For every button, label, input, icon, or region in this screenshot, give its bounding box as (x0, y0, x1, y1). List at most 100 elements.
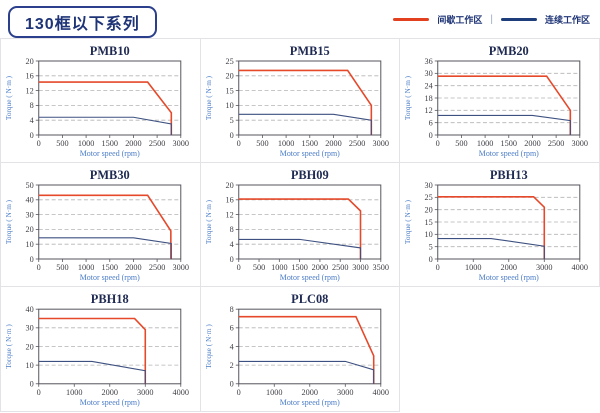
series-title: 130框以下系列 (25, 16, 140, 33)
svg-text:PLC08: PLC08 (291, 292, 328, 306)
svg-text:Motor speed (rpm): Motor speed (rpm) (279, 398, 339, 407)
svg-text:PMB20: PMB20 (489, 44, 529, 58)
chart-cell-pmb20: PMB20 Torque ( N·m ) 0 6 12 18 24 30 36 0 500 1000 1… (400, 39, 600, 163)
svg-text:30: 30 (26, 210, 34, 219)
svg-text:1500: 1500 (501, 139, 517, 148)
svg-text:Torque ( N·m ): Torque ( N·m ) (404, 75, 412, 120)
svg-text:2000: 2000 (102, 388, 118, 397)
svg-text:2000: 2000 (525, 139, 541, 148)
svg-text:36: 36 (425, 57, 433, 66)
svg-text:5: 5 (429, 242, 433, 251)
svg-text:20: 20 (225, 72, 233, 81)
svg-text:500: 500 (56, 263, 68, 272)
legend-label-continuous: 连续工作区 (544, 15, 590, 25)
svg-text:20: 20 (425, 205, 433, 214)
svg-text:0: 0 (37, 139, 41, 148)
svg-text:4000: 4000 (372, 388, 388, 397)
svg-text:30: 30 (26, 324, 34, 333)
svg-text:12: 12 (425, 106, 433, 115)
svg-text:2500: 2500 (349, 139, 365, 148)
svg-text:0: 0 (30, 380, 34, 389)
legend-continuous-line-icon (500, 18, 537, 21)
svg-text:2000: 2000 (301, 388, 317, 397)
svg-text:5: 5 (229, 116, 233, 125)
svg-text:1000: 1000 (266, 388, 282, 397)
svg-text:1000: 1000 (278, 139, 294, 148)
svg-text:Torque ( N·m ): Torque ( N·m ) (5, 75, 13, 120)
svg-text:2000: 2000 (125, 139, 141, 148)
chart-cell-pbh18: PBH18 Torque ( N·m ) 0 10 20 30 40 0 1000 2000 300… (1, 287, 201, 412)
svg-text:Torque ( N·m ): Torque ( N·m ) (5, 199, 13, 244)
svg-text:40: 40 (26, 196, 34, 205)
svg-text:24: 24 (425, 81, 433, 90)
svg-text:0: 0 (429, 131, 433, 140)
chart-pbh09: PBH09 Torque ( N·m ) 0 4 8 12 16 20 0 500 1000 1500… (205, 168, 389, 282)
svg-text:0: 0 (436, 263, 440, 272)
chart-cell-pmb30: PMB30 Torque ( N·m ) 0 10 20 30 40 50 0 500 1000 15… (1, 163, 201, 287)
svg-text:Torque ( N·m ): Torque ( N·m ) (205, 199, 213, 244)
svg-text:2000: 2000 (501, 263, 517, 272)
chart-cell-pbh09: PBH09 Torque ( N·m ) 0 4 8 12 16 20 0 500 1000 1500… (200, 163, 401, 287)
svg-text:1000: 1000 (271, 263, 287, 272)
svg-text:1000: 1000 (78, 263, 94, 272)
svg-text:16: 16 (225, 196, 233, 205)
svg-text:4: 4 (30, 116, 34, 125)
svg-text:10: 10 (425, 230, 433, 239)
svg-text:PMB10: PMB10 (90, 44, 130, 58)
svg-text:0: 0 (37, 263, 41, 272)
svg-text:Motor speed (rpm): Motor speed (rpm) (479, 149, 539, 158)
chart-pmb10: PMB10 Torque ( N·m ) 0 4 8 12 16 20 0 500 1000 1500… (5, 44, 189, 158)
svg-text:15: 15 (225, 86, 233, 95)
svg-text:500: 500 (56, 139, 68, 148)
empty-cell (400, 287, 600, 412)
svg-text:0: 0 (236, 388, 240, 397)
legend-label-intermittent: 间歇工作区 (437, 15, 483, 25)
svg-text:3000: 3000 (536, 263, 552, 272)
svg-text:2500: 2500 (332, 263, 348, 272)
svg-text:3000: 3000 (372, 139, 388, 148)
svg-text:8: 8 (229, 305, 233, 314)
svg-text:Torque ( N·m ): Torque ( N·m ) (205, 75, 213, 120)
chart-pbh18: PBH18 Torque ( N·m ) 0 10 20 30 40 0 1000 2000 300… (4, 292, 189, 407)
svg-text:50: 50 (26, 181, 34, 190)
svg-text:4: 4 (229, 342, 234, 351)
chart-cell-pmb15: PMB15 Torque ( N·m ) 0 5 10 15 20 25 0 500 1000 150… (200, 39, 401, 163)
svg-text:4000: 4000 (173, 388, 189, 397)
svg-text:15: 15 (425, 218, 433, 227)
svg-text:0: 0 (429, 255, 433, 264)
svg-text:20: 20 (26, 225, 34, 234)
svg-text:18: 18 (425, 94, 433, 103)
svg-text:3000: 3000 (173, 139, 189, 148)
chart-plc08: PLC08 Torque ( N·m ) 0 2 4 6 8 0 1000 2000 3000 400… (204, 292, 389, 407)
svg-text:0: 0 (30, 255, 34, 264)
svg-text:PBH18: PBH18 (91, 292, 129, 306)
svg-text:10: 10 (225, 101, 233, 110)
svg-text:Motor speed (rpm): Motor speed (rpm) (80, 149, 140, 158)
svg-text:0: 0 (229, 380, 233, 389)
svg-text:4000: 4000 (572, 263, 588, 272)
svg-text:16: 16 (26, 72, 34, 81)
svg-text:20: 20 (26, 57, 34, 66)
svg-text:500: 500 (456, 139, 468, 148)
svg-text:1500: 1500 (291, 263, 307, 272)
svg-text:10: 10 (26, 240, 34, 249)
svg-text:30: 30 (425, 181, 433, 190)
svg-text:PBH13: PBH13 (490, 168, 528, 182)
legend-separator: | (490, 14, 493, 25)
svg-text:PMB15: PMB15 (289, 44, 329, 58)
svg-text:3000: 3000 (572, 139, 588, 148)
svg-text:12: 12 (26, 86, 34, 95)
svg-text:0: 0 (229, 131, 233, 140)
svg-text:3000: 3000 (352, 263, 368, 272)
svg-text:1000: 1000 (465, 263, 481, 272)
svg-text:30: 30 (425, 69, 433, 78)
svg-text:0: 0 (30, 131, 34, 140)
svg-text:25: 25 (425, 193, 433, 202)
svg-text:1500: 1500 (102, 263, 118, 272)
svg-text:6: 6 (429, 118, 433, 127)
svg-text:1000: 1000 (477, 139, 493, 148)
svg-text:2500: 2500 (149, 139, 165, 148)
svg-text:40: 40 (26, 305, 34, 314)
chart-cell-pmb10: PMB10 Torque ( N·m ) 0 4 8 12 16 20 0 500 1000 1500… (1, 39, 201, 163)
